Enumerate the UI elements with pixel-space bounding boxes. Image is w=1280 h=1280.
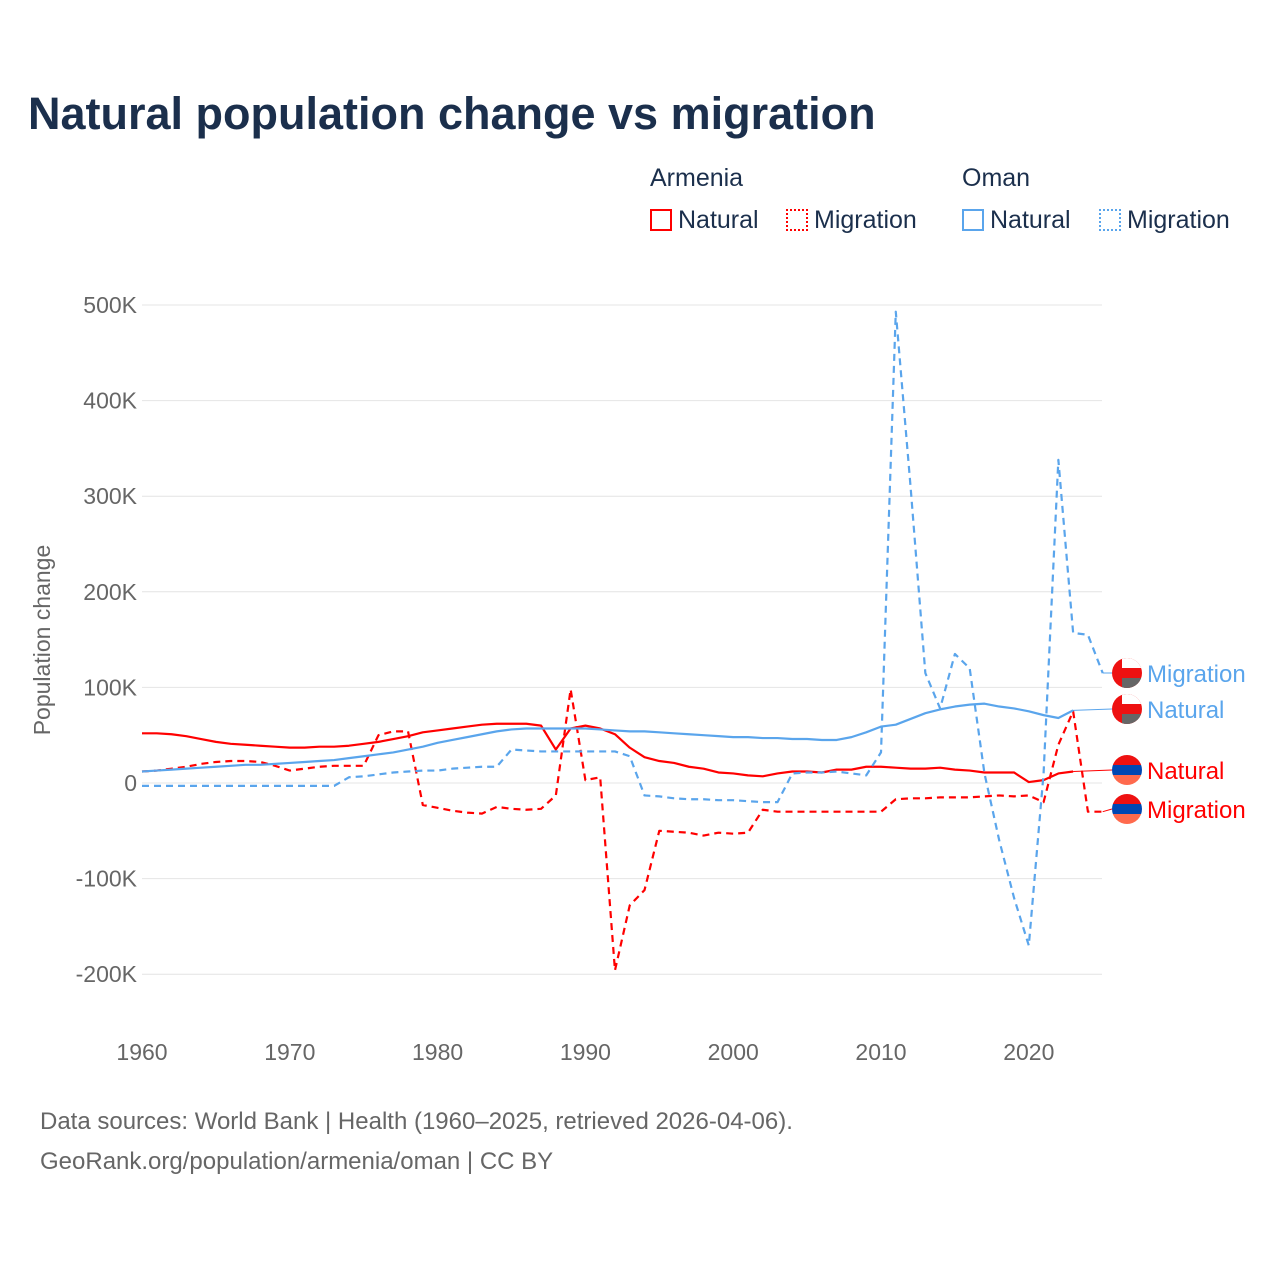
y-axis-label: Population change <box>29 545 55 736</box>
armenia-flag-icon <box>1112 794 1142 824</box>
x-tick-label: 1970 <box>264 1039 315 1065</box>
y-tick-label: -200K <box>76 961 138 987</box>
legend-armenia-migration[interactable]: Migration <box>786 206 917 235</box>
legend-label: Migration <box>1127 206 1230 234</box>
x-tick-label: 2010 <box>855 1039 906 1065</box>
legend-oman-migration[interactable]: Migration <box>1099 206 1230 235</box>
series-line-oman-migration <box>142 310 1104 947</box>
x-tick-label: 1990 <box>560 1039 611 1065</box>
y-tick-label: 400K <box>83 388 137 414</box>
armenia-flag-icon <box>1112 755 1142 785</box>
y-tick-label: 0 <box>124 770 137 796</box>
series-line-armenia-natural <box>142 722 1074 784</box>
chart-title: Natural population change vs migration <box>28 88 876 139</box>
end-label-connector <box>1073 769 1113 773</box>
y-tick-label: 500K <box>83 292 137 318</box>
legend-label: Migration <box>814 206 917 234</box>
footer-sources: Data sources: World Bank | Health (1960–… <box>40 1108 793 1135</box>
x-tick-label: 2000 <box>708 1039 759 1065</box>
legend-swatch-dotted <box>1099 209 1121 231</box>
legend-label: Natural <box>990 206 1071 234</box>
legend-label: Natural <box>678 206 759 234</box>
legend-group-armenia: Armenia <box>650 164 744 192</box>
oman-flag-icon <box>1112 658 1142 688</box>
end-label-connector <box>1073 708 1113 711</box>
legend-oman-natural[interactable]: Natural <box>962 206 1071 235</box>
x-tick-label: 1960 <box>116 1039 167 1065</box>
series-line-armenia-migration <box>141 688 1103 972</box>
y-tick-label: 300K <box>83 483 137 509</box>
plot-area: Population change 500K 400K 300K 200K 100K 0 -… <box>29 292 1246 1065</box>
legend-swatch-dotted <box>786 209 808 231</box>
x-tick-label: 1980 <box>412 1039 463 1065</box>
legend-group-oman: Oman <box>962 164 1031 192</box>
series-end-label: Migration <box>1147 661 1246 688</box>
series-end-label: Natural <box>1147 758 1224 785</box>
footer-link[interactable]: GeoRank.org/population/armenia/oman | CC… <box>40 1148 554 1175</box>
x-tick-label: 2020 <box>1003 1039 1054 1065</box>
legend-swatch-solid <box>962 209 984 231</box>
y-tick-label: -100K <box>76 866 138 892</box>
y-tick-label: 200K <box>83 579 137 605</box>
legend-swatch-solid <box>650 209 672 231</box>
end-label-connector <box>1102 808 1113 813</box>
y-tick-label: 100K <box>83 674 137 700</box>
series-line-oman-natural <box>141 702 1074 773</box>
series-end-label: Migration <box>1147 797 1246 824</box>
legend-armenia-natural[interactable]: Natural <box>650 206 759 235</box>
series-end-label: Natural <box>1147 697 1224 724</box>
oman-flag-icon <box>1112 694 1142 724</box>
